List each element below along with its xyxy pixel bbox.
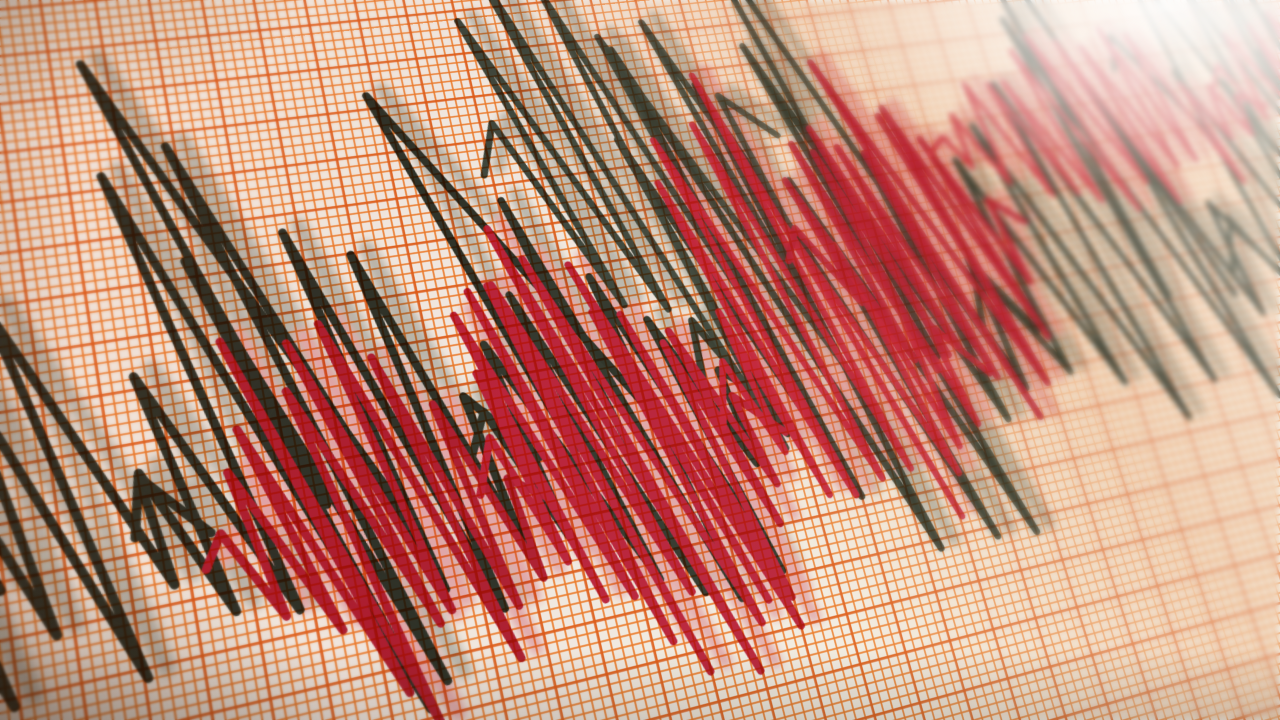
graph-paper xyxy=(0,0,1280,720)
seismograph-photo xyxy=(0,0,1280,720)
seismic-traces xyxy=(0,0,1280,720)
